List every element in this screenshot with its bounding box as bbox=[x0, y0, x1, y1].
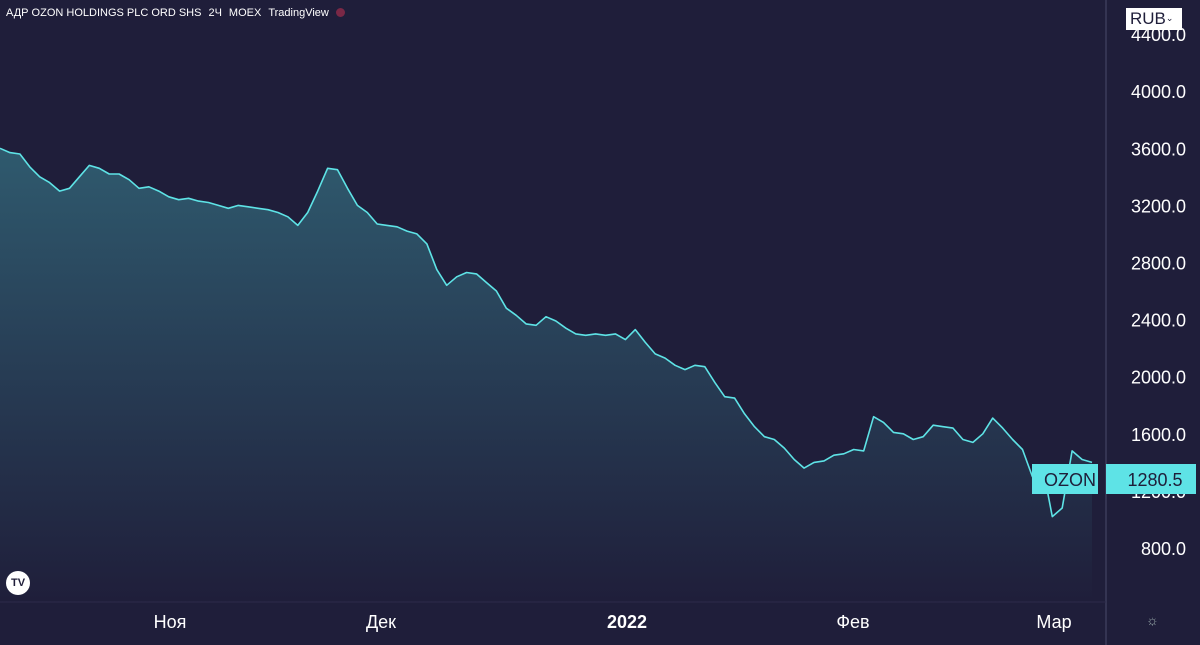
x-tick-label: Мар bbox=[1036, 612, 1071, 632]
x-tick-label: Ноя bbox=[154, 612, 187, 632]
y-tick-label: 1600.0 bbox=[1131, 425, 1186, 445]
currency-label: RUB bbox=[1130, 9, 1166, 28]
price-tag-label: 1280.5 bbox=[1127, 470, 1182, 490]
currency-selector[interactable]: RUB⌄ bbox=[1126, 8, 1182, 30]
x-tick-label: Дек bbox=[366, 612, 396, 632]
ticker-tag-label: OZON bbox=[1044, 470, 1096, 490]
price-line bbox=[0, 147, 1093, 518]
price-tag bbox=[1106, 464, 1196, 494]
settings-icon[interactable]: ☼ bbox=[1146, 612, 1159, 628]
status-dot-icon bbox=[335, 8, 345, 17]
y-tick-label: 800.0 bbox=[1141, 539, 1186, 559]
y-tick-label: 3200.0 bbox=[1131, 196, 1186, 216]
ticker-tag bbox=[1032, 464, 1098, 494]
price-area-fill bbox=[0, 148, 1092, 603]
tradingview-logo-icon[interactable]: TV bbox=[6, 571, 30, 595]
interval-label[interactable]: 2Ч bbox=[208, 7, 222, 19]
chart-header: АДР OZON HOLDINGS PLC ORD SHS 2Ч MOEX Tr… bbox=[6, 7, 352, 19]
time-axis[interactable]: Ноя Дек 2022 Фев Мар bbox=[154, 612, 1072, 632]
chevron-down-icon: ⌄ bbox=[1165, 13, 1174, 23]
x-tick-label: 2022 bbox=[607, 612, 647, 632]
x-tick-label: Фев bbox=[836, 612, 869, 632]
last-price-tag: OZON 1280.5 bbox=[1032, 464, 1196, 494]
y-tick-label: 4000.0 bbox=[1131, 82, 1186, 102]
provider-label: TradingView bbox=[268, 7, 329, 19]
y-tick-label: 4400.0 bbox=[1131, 25, 1186, 45]
symbol-title[interactable]: АДР OZON HOLDINGS PLC ORD SHS bbox=[6, 7, 202, 19]
y-tick-label: 2000.0 bbox=[1131, 368, 1186, 388]
y-tick-label: 3600.0 bbox=[1131, 139, 1186, 159]
price-axis[interactable]: 4400.0 4000.0 3600.0 3200.0 2800.0 2400.0 2000… bbox=[1131, 25, 1186, 559]
y-tick-label: 2800.0 bbox=[1131, 254, 1186, 274]
y-tick-label: 2400.0 bbox=[1131, 311, 1186, 331]
exchange-label: MOEX bbox=[228, 7, 262, 19]
